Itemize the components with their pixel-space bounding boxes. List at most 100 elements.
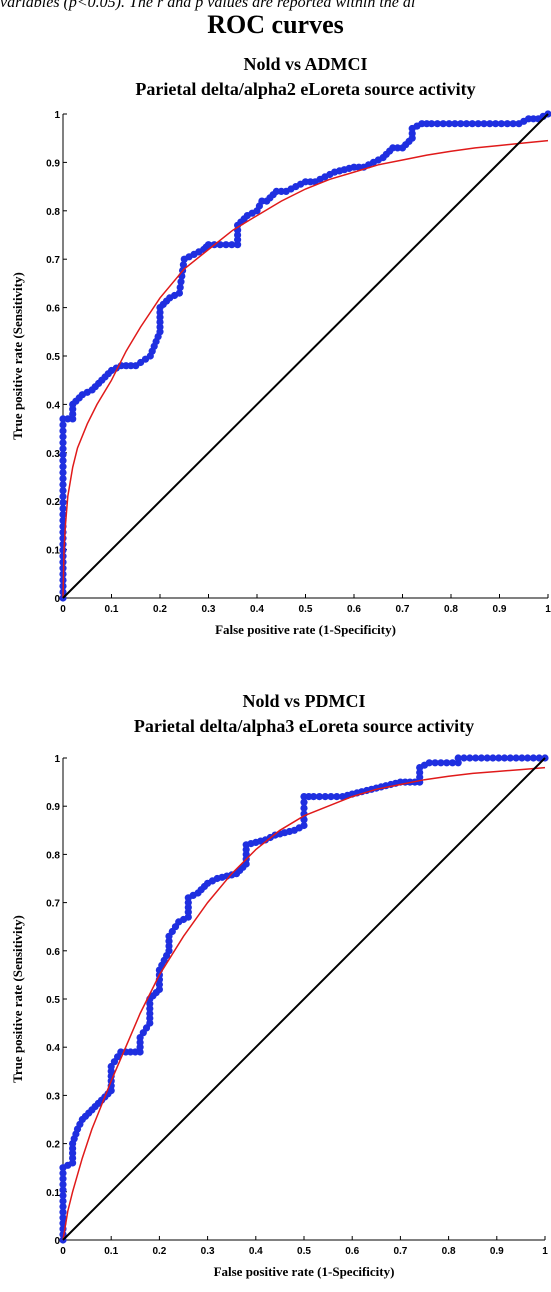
- chart2-x-tick-label: 0.4: [249, 1246, 263, 1257]
- chart1-roc-point: [497, 120, 505, 128]
- chart1-roc-point: [216, 241, 224, 249]
- chart2-roc-point: [431, 759, 439, 767]
- chart2-x-tick-label: 0.2: [152, 1246, 166, 1257]
- chart2-y-axis-label: True positive rate (Sensitivity): [10, 915, 25, 1083]
- chart2-roc-point: [506, 754, 514, 762]
- chart1-y-tick-label: 1: [54, 110, 60, 121]
- chart1-x-tick-label: 0.4: [250, 604, 264, 615]
- chart1-y-axis-label: True positive rate (Sensitivity): [10, 272, 25, 440]
- chart1-roc-point: [59, 439, 67, 447]
- page-title: ROC curves: [207, 10, 344, 39]
- chart1-fitted-roc-curve: [62, 139, 549, 599]
- chart2-roc-point: [300, 798, 308, 806]
- chart1-x-tick-label: 0.6: [347, 604, 361, 615]
- chart1-roc-point: [59, 510, 67, 518]
- chart1-roc-point: [59, 487, 67, 495]
- chart1-roc-point: [439, 120, 447, 128]
- chart1-y-tick-label: 0.7: [46, 255, 60, 266]
- chart2-roc-point: [59, 1186, 67, 1194]
- chart2-x-tick-label: 1: [542, 1246, 548, 1257]
- chart1-roc-point: [59, 445, 67, 453]
- chart1-roc-point: [179, 261, 187, 269]
- chart1-title: Nold vs ADMCI: [243, 54, 367, 74]
- chart1-roc-point: [222, 241, 230, 249]
- chart2-y-tick-label: 0.1: [46, 1188, 60, 1199]
- chart1-roc-point: [433, 120, 441, 128]
- chart1-roc-point: [59, 481, 67, 489]
- chart2-roc-point: [500, 754, 509, 762]
- chart2-roc-point: [59, 1203, 67, 1211]
- chart2-x-tick-label: 0.9: [490, 1246, 504, 1257]
- chart2-y-tick-label: 0.4: [46, 1043, 60, 1054]
- chart2-roc-point: [448, 759, 457, 767]
- chart1-x-tick-label: 0.5: [299, 604, 313, 615]
- chart1-roc-point: [59, 552, 67, 560]
- chart1-roc-point: [59, 469, 67, 477]
- chart2-x-axis-label: False positive rate (1-Specificity): [214, 1264, 395, 1279]
- chart1-roc-point: [503, 120, 511, 128]
- chart2-roc-point: [59, 1180, 67, 1188]
- chart1-roc-point: [228, 241, 236, 249]
- chart1-roc-point: [59, 492, 67, 501]
- chart2-roc-point: [529, 754, 538, 762]
- chart1-chance-diagonal: [62, 113, 549, 599]
- chart1-roc-point: [59, 433, 67, 441]
- chart2-roc-point: [460, 754, 468, 762]
- chart1-roc-point: [175, 289, 183, 297]
- chart2-roc-point: [315, 793, 323, 801]
- chart2-roc-point: [443, 759, 451, 767]
- chart2-y-tick-label: 0.8: [46, 850, 60, 861]
- chart1-roc-point: [445, 120, 453, 128]
- chart1-x-tick-label: 0.7: [396, 604, 410, 615]
- chart2-y-tick-label: 0.6: [46, 947, 60, 958]
- chart2-roc-point: [300, 821, 308, 830]
- chart2-x-tick-label: 0.5: [297, 1246, 311, 1257]
- chart2-y-tick-label: 0.5: [46, 995, 60, 1006]
- chart2-y-tick-label: 0.9: [46, 802, 60, 813]
- chart1-x-tick-label: 0.9: [493, 604, 507, 615]
- chart2-y-tick-label: 0.2: [46, 1140, 60, 1151]
- chart1-y-tick-label: 0.5: [46, 352, 60, 363]
- chart2-x-tick-label: 0.6: [345, 1246, 359, 1257]
- chart2-roc-point: [483, 754, 491, 762]
- chart2-roc-point: [59, 1175, 67, 1183]
- chart2-roc-point: [300, 816, 308, 824]
- chart2-x-tick-label: 0.1: [104, 1246, 118, 1257]
- chart1-roc-point: [59, 516, 67, 525]
- chart1-roc-point: [59, 498, 67, 507]
- chart1-roc-point: [492, 120, 500, 128]
- chart1-x-tick-label: 0: [60, 604, 66, 615]
- chart2-roc-point: [489, 754, 497, 762]
- chart1-roc-point: [451, 120, 459, 128]
- chart2-roc-point: [495, 754, 503, 762]
- chart2-roc-point: [321, 793, 329, 801]
- chart2-roc-point: [425, 759, 433, 767]
- chart2-y-tick-label: 1: [54, 754, 60, 765]
- chart2-title: Nold vs PDMCI: [242, 691, 365, 711]
- chart2-roc-point: [310, 793, 318, 801]
- chart1-roc-point: [480, 120, 488, 128]
- chart2-roc-point: [300, 804, 308, 812]
- chart1-x-tick-label: 0.3: [202, 604, 216, 615]
- chart2-roc-point: [518, 754, 526, 762]
- chart2-roc-point: [59, 1191, 67, 1200]
- chart1-roc-point: [486, 120, 494, 128]
- chart1-roc-point: [59, 504, 67, 513]
- chart2-y-tick-label: 0.3: [46, 1091, 60, 1102]
- chart2-roc-point: [59, 1208, 67, 1216]
- chart1-roc-point: [462, 120, 471, 128]
- chart1-roc-point: [428, 120, 436, 128]
- chart1-roc-point: [176, 283, 184, 291]
- chart1-roc-point: [457, 120, 465, 128]
- chart1-x-tick-label: 1: [545, 604, 551, 615]
- chart1-roc-point: [59, 421, 67, 429]
- chart2-roc-point: [512, 754, 520, 762]
- chart2-roc-point: [477, 754, 485, 762]
- chart1-roc-point: [468, 120, 476, 128]
- chart1-roc-point: [204, 241, 213, 249]
- chart2-roc-point: [454, 754, 462, 762]
- chart1-y-tick-label: 0.2: [46, 497, 60, 508]
- chart2-roc-point: [437, 759, 445, 767]
- chart2-x-tick-label: 0.8: [442, 1246, 456, 1257]
